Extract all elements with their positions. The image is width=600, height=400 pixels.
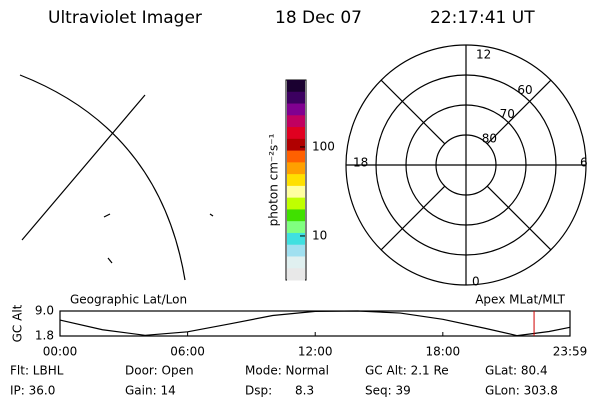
color-swatch: [287, 162, 305, 175]
status-field: GLat: 80.4: [485, 364, 548, 378]
status-field: GC Alt: 2.1 Re: [365, 364, 449, 378]
status-field: GLon: 303.8: [485, 384, 558, 398]
color-swatch: [287, 221, 305, 234]
color-swatch: [287, 174, 305, 187]
x-tick-label: 23:59: [553, 345, 588, 359]
mlt-label: 0: [472, 275, 480, 289]
color-swatch: [287, 80, 305, 93]
coast: [107, 257, 113, 264]
x-tick-label: 00:00: [43, 345, 78, 359]
y-tick-label: 9.0: [35, 304, 54, 318]
tick-label: 10: [312, 228, 327, 242]
color-swatch: [287, 268, 305, 281]
color-swatch: [287, 115, 305, 128]
diag-line: [380, 79, 446, 145]
diag-line: [486, 79, 552, 145]
tick-label: 100: [312, 139, 335, 153]
lat-label: 60: [517, 83, 532, 97]
diag-line: [486, 185, 552, 251]
mlt-label: 12: [476, 48, 491, 62]
y-tick-label: 1.8: [35, 329, 54, 343]
status-field: Door: Open: [125, 364, 194, 378]
color-swatch: [287, 244, 305, 257]
lat-label: 70: [500, 107, 515, 121]
colorbar-label: photon cm⁻²s⁻¹: [267, 133, 281, 226]
date: 18 Dec 07: [275, 8, 362, 28]
time: 22:17:41 UT: [430, 8, 535, 28]
color-swatch: [287, 197, 305, 210]
status-field: Dsp: 8.3: [245, 384, 314, 398]
status-field: Seq: 39: [365, 384, 411, 398]
status-field: IP: 36.0: [10, 384, 55, 398]
meridian: [21, 94, 146, 241]
y-label: GC Alt: [11, 304, 25, 342]
x-tick-label: 12:00: [298, 345, 333, 359]
status-field: Gain: 14: [125, 384, 176, 398]
color-swatch: [287, 127, 305, 140]
mlt-label: 18: [353, 156, 368, 170]
title: Ultraviolet Imager: [48, 8, 202, 28]
altitude-line: [59, 310, 571, 337]
color-swatch: [287, 103, 305, 116]
color-swatch: [287, 232, 305, 246]
coast: [103, 213, 111, 218]
status-field: Mode: Normal: [245, 364, 329, 378]
status-field: Flt: LBHL: [10, 364, 64, 378]
x-tick-label: 18:00: [426, 345, 461, 359]
color-swatch: [287, 91, 305, 105]
color-swatch: [287, 209, 305, 222]
color-swatch: [287, 138, 305, 152]
plot-title-right: Apex MLat/MLT: [475, 293, 565, 307]
color-swatch: [287, 185, 305, 199]
color-swatch: [287, 150, 305, 163]
x-tick-label: 06:00: [170, 345, 205, 359]
mlt-label: 6: [580, 156, 588, 170]
plot-title-left: Geographic Lat/Lon: [70, 293, 187, 307]
lat-label: 80: [482, 131, 497, 145]
geographic-view: [19, 74, 214, 281]
coast: [209, 213, 214, 217]
limb-arc: [19, 74, 186, 281]
color-swatch: [287, 256, 305, 269]
diag-line: [380, 185, 446, 251]
